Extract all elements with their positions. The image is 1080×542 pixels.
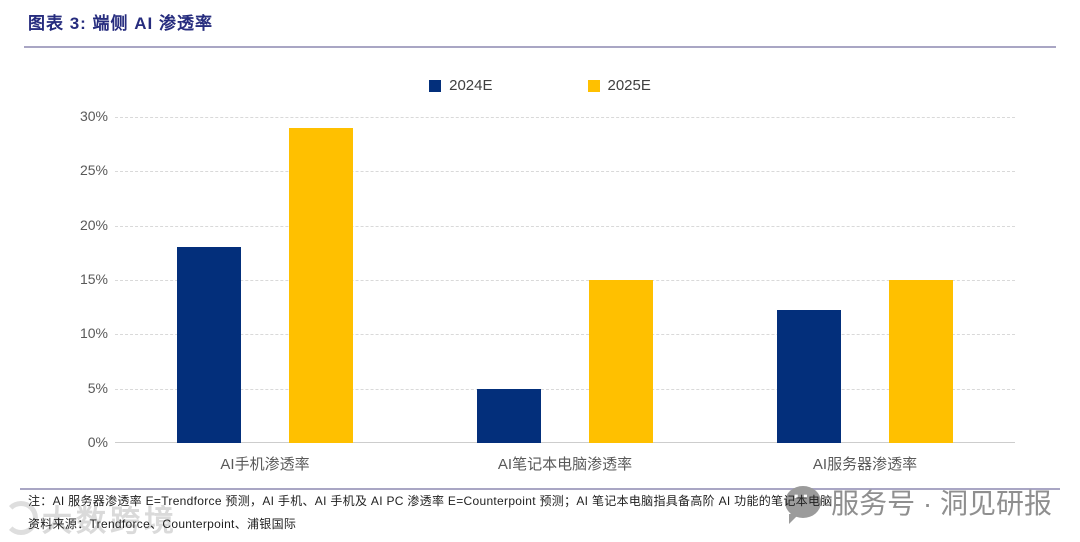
x-axis-category-label: AI服务器渗透率 <box>812 456 918 473</box>
bar-2024E <box>177 247 241 443</box>
bar-2024E <box>477 388 541 443</box>
chart-legend: 2024E 2025E <box>0 77 1080 94</box>
legend-swatch-icon <box>429 79 442 92</box>
x-axis-line <box>115 442 1015 443</box>
left-watermark-logo-icon <box>4 501 38 535</box>
chart-source: 资料来源：Trendforce、Counterpoint、浦银国际 <box>28 517 297 531</box>
y-axis-tick-label: 30% <box>79 108 108 124</box>
bar-group <box>415 117 715 443</box>
top-divider-line <box>24 46 1056 48</box>
plot-area <box>115 117 1015 443</box>
gridline <box>115 117 1015 118</box>
legend-swatch-icon <box>587 79 600 92</box>
bar-group <box>115 117 415 443</box>
y-axis-tick-label: 20% <box>79 216 108 233</box>
left-watermark-text: 大数跨境 <box>42 505 178 538</box>
x-axis-category-label: AI笔记本电脑渗透率 <box>497 456 633 473</box>
gridline <box>115 388 1015 390</box>
y-axis-tick-label: 10% <box>79 325 108 342</box>
gridline <box>115 280 1015 281</box>
bottom-divider-line <box>20 488 1060 490</box>
gridline <box>115 334 1015 336</box>
chart-note: 注：AI 服务器渗透率 E=Trendforce 预测，AI 手机、AI 手机及… <box>28 494 833 508</box>
bar-2024E <box>777 310 841 443</box>
legend-label: 2025E <box>607 77 651 94</box>
bar-2025E <box>289 127 353 443</box>
legend-label: 2024E <box>449 77 493 94</box>
left-watermark: 大数跨境 <box>4 496 178 540</box>
y-axis-tick-label: 5% <box>87 379 108 396</box>
right-watermark: 服务号 · 洞见研报 <box>785 482 1052 524</box>
y-axis-tick-label: 25% <box>79 162 108 179</box>
chart-title: 图表 3: 端侧 AI 渗透率 <box>28 14 214 33</box>
legend-item: 2024E <box>429 77 493 94</box>
gridline <box>115 171 1015 173</box>
legend-item: 2025E <box>587 77 651 94</box>
y-axis-tick-label: 0% <box>87 434 108 450</box>
x-axis-category-label: AI手机渗透率 <box>220 456 310 473</box>
y-axis-tick-label: 15% <box>79 271 108 287</box>
bar-2025E <box>589 280 653 443</box>
bar-2025E <box>889 280 953 443</box>
right-watermark-text: 服务号 · 洞见研报 <box>831 488 1052 519</box>
gridline <box>115 225 1015 227</box>
bar-group <box>715 117 1015 443</box>
chat-bubble-icon <box>785 484 822 524</box>
